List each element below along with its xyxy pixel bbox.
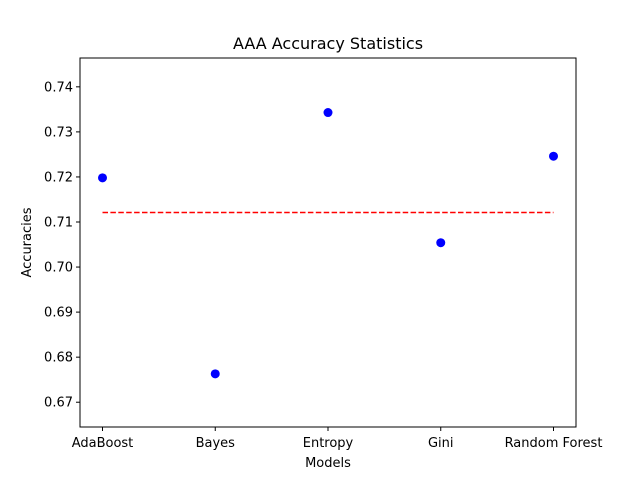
data-point-adaboost [98, 173, 107, 183]
data-point-bayes [210, 369, 220, 379]
data-point-random-forest [549, 151, 558, 161]
x-axis-ticks: AdaBoost Bayes Entropy Gini Random Forest [72, 427, 603, 451]
data-point-entropy [323, 108, 333, 118]
plot-area-frame [79, 57, 577, 428]
y-axis-title: Accuracies [20, 207, 35, 277]
data-points [98, 108, 558, 379]
y-tick-label: 0.68 [44, 351, 73, 366]
y-tick-label: 0.74 [44, 80, 73, 95]
chart-title: AAA Accuracy Statistics [233, 34, 423, 53]
x-tick-label: Bayes [196, 436, 236, 451]
y-tick-label: 0.71 [44, 216, 73, 231]
x-tick-label: Gini [428, 436, 454, 451]
x-tick-label: Entropy [303, 436, 354, 451]
data-point-gini [436, 238, 446, 248]
x-axis-title: Models [305, 456, 351, 471]
y-tick-label: 0.72 [44, 170, 73, 185]
y-axis-ticks: 0.67 0.68 0.69 0.70 0.71 0.72 0.73 0.74 [44, 80, 80, 411]
y-tick-label: 0.73 [44, 125, 73, 140]
x-tick-label: Random Forest [505, 436, 603, 451]
y-tick-label: 0.69 [44, 306, 73, 321]
x-tick-label: AdaBoost [72, 436, 134, 451]
y-tick-label: 0.70 [44, 261, 73, 276]
y-tick-label: 0.67 [44, 396, 73, 411]
